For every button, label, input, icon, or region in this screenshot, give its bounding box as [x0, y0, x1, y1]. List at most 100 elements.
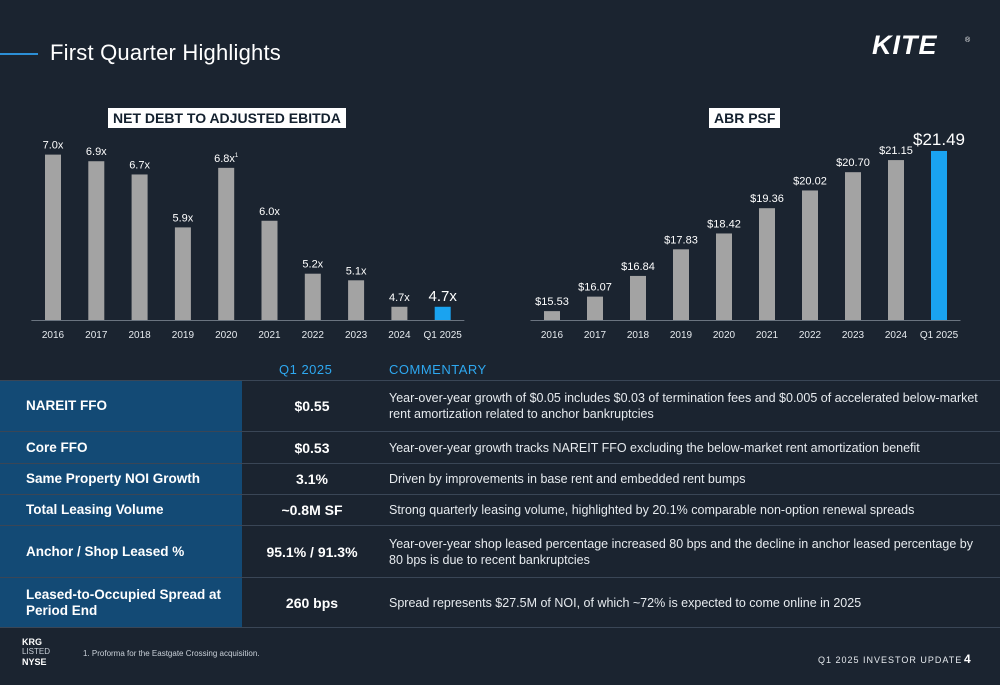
bar-2024	[391, 306, 408, 320]
tick-label: 2016	[541, 330, 564, 341]
bar-2019	[174, 227, 191, 320]
nyse-label: NYSE	[22, 657, 47, 667]
bar-2020	[716, 233, 732, 320]
data-label: 6.0x	[259, 206, 280, 218]
metric-label: Same Property NOI Growth	[0, 464, 242, 494]
bar-2017	[88, 161, 105, 320]
krg-nyse-badge: KRG LISTED NYSE	[22, 637, 50, 667]
net-debt-ebitda-chart: 7.0x 2016 6.9x 2017 6.7x 2018 5.9x 2019 6.8x1 202…	[31, 140, 465, 341]
table-row-same-property-noi: Same Property NOI Growth 3.1% Driven by …	[0, 463, 1000, 494]
bar-2023	[348, 280, 365, 320]
data-label: 5.1x	[346, 265, 367, 277]
data-label: $21.15	[879, 145, 913, 157]
logo-text: KITE	[872, 30, 938, 60]
tick-label: 2024	[885, 330, 908, 341]
table-row-nareit-ffo: NAREIT FFO $0.55 Year-over-year growth o…	[0, 380, 1000, 431]
bar-2017	[587, 296, 603, 320]
tick-label: 2024	[388, 330, 411, 341]
data-label: 6.8x1	[214, 153, 239, 165]
data-label: $21.49	[913, 130, 965, 149]
bar-2024	[888, 160, 904, 320]
metric-label: NAREIT FFO	[0, 381, 242, 431]
tick-label: 2020	[215, 330, 238, 341]
metric-value: 3.1%	[296, 471, 328, 487]
data-label: 6.9x	[86, 146, 107, 158]
footnote-marker: 1	[235, 153, 239, 159]
page-number: 4	[964, 652, 971, 666]
data-label: $16.07	[578, 282, 612, 294]
metric-label: Total Leasing Volume	[0, 495, 242, 525]
metric-value: 260 bps	[285, 594, 339, 611]
column-header-commentary: COMMENTARY	[389, 362, 487, 377]
metric-value: $0.53	[294, 439, 330, 456]
data-label: 5.2x	[302, 259, 323, 271]
bar-2020	[218, 167, 235, 320]
bar-2018	[630, 275, 646, 320]
metric-commentary: Year-over-year growth tracks NAREIT FFO …	[389, 440, 920, 455]
tick-label: 2023	[345, 330, 368, 341]
metric-label: Leased-to-Occupied Spread at Period End	[0, 578, 242, 627]
tick-label: 2023	[842, 330, 865, 341]
deck-label: Q1 2025 INVESTOR UPDATE	[818, 655, 963, 665]
bar-q1-2025	[931, 150, 947, 320]
data-label: $19.36	[750, 193, 784, 205]
listed-label: LISTED	[22, 647, 51, 656]
metric-commentary: Year-over-year growth of $0.05 includes …	[389, 391, 978, 421]
metric-commentary: Year-over-year shop leased percentage in…	[389, 536, 973, 567]
data-label: $20.70	[836, 157, 870, 169]
bar-2018	[131, 174, 148, 320]
metric-value: 95.1% / 91.3%	[266, 543, 358, 560]
table-bottom-rule	[0, 627, 1000, 628]
tick-label: 2019	[670, 330, 693, 341]
page-title: First Quarter Highlights	[50, 40, 281, 65]
data-label: $17.83	[664, 234, 698, 246]
chart-title-net-debt: NET DEBT TO ADJUSTED EBITDA	[108, 108, 346, 128]
table-row-leased-occupied-spread: Leased-to-Occupied Spread at Period End …	[0, 577, 1000, 627]
bar-2022	[304, 273, 321, 320]
tick-label: 2021	[258, 330, 281, 341]
tick-label: 2018	[627, 330, 650, 341]
metric-commentary: Driven by improvements in base rent and …	[389, 472, 746, 486]
data-label: $18.42	[707, 218, 741, 230]
tick-label: 2016	[42, 330, 65, 341]
tick-label: 2018	[128, 330, 151, 341]
bar-2016	[544, 311, 560, 320]
data-label: $15.53	[535, 296, 569, 308]
data-label: 6.7x	[129, 159, 150, 171]
bar-2022	[802, 190, 818, 320]
bar-2016	[45, 154, 61, 320]
tick-label: 2022	[302, 330, 325, 341]
bar-2023	[845, 172, 861, 320]
metric-label: Core FFO	[0, 432, 242, 463]
data-label: $20.02	[793, 175, 827, 187]
title-accent-rule	[0, 53, 38, 55]
table-row-total-leasing-volume: Total Leasing Volume ~0.8M SF Strong qua…	[0, 494, 1000, 525]
abr-psf-chart: $15.53 2016 $16.07 2017 $16.84 2018 $17.83 2019…	[530, 130, 965, 341]
data-label: $16.84	[621, 261, 655, 273]
tick-label: 2020	[713, 330, 736, 341]
kite-logo: KITE ®	[872, 30, 971, 60]
metric-value: ~0.8M SF	[281, 502, 343, 518]
table-row-core-ffo: Core FFO $0.53 Year-over-year growth tra…	[0, 431, 1000, 463]
metric-value: $0.55	[294, 398, 330, 414]
metric-label: Anchor / Shop Leased %	[0, 526, 242, 577]
column-header-q1-2025: Q1 2025	[279, 362, 333, 377]
data-label: 4.7x	[389, 292, 410, 304]
tick-label: 2022	[799, 330, 822, 341]
tick-label: 2019	[172, 330, 195, 341]
tick-label: Q1 2025	[424, 330, 463, 341]
bar-q1-2025	[434, 306, 451, 320]
data-label: 5.9x	[173, 212, 194, 224]
table-row-anchor-shop-leased: Anchor / Shop Leased % 95.1% / 91.3% Yea…	[0, 525, 1000, 577]
logo-registered-mark: ®	[965, 36, 971, 44]
tick-label: 2017	[584, 330, 607, 341]
krg-ticker: KRG	[22, 637, 42, 647]
data-label: 7.0x	[43, 140, 64, 152]
footnote: 1. Proforma for the Eastgate Crossing ac…	[83, 649, 260, 658]
tick-label: Q1 2025	[920, 330, 959, 341]
metric-commentary: Strong quarterly leasing volume, highlig…	[389, 503, 915, 517]
chart-title-abr-psf: ABR PSF	[709, 108, 781, 128]
bar-2021	[759, 208, 775, 320]
bar-2021	[261, 220, 278, 320]
tick-label: 2021	[756, 330, 779, 341]
